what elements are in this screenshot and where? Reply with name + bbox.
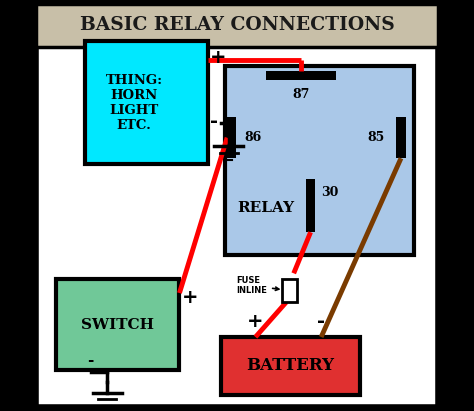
- Text: FUSE
INLINE: FUSE INLINE: [236, 276, 279, 296]
- Text: +: +: [210, 48, 227, 67]
- Bar: [266, 71, 336, 80]
- Bar: [85, 41, 208, 164]
- Text: SWITCH: SWITCH: [82, 318, 155, 332]
- Bar: [225, 66, 414, 255]
- Text: THING:
HORN
LIGHT
ETC.: THING: HORN LIGHT ETC.: [106, 74, 163, 132]
- Bar: [396, 117, 406, 158]
- Text: -: -: [317, 312, 325, 331]
- Text: +: +: [182, 288, 198, 307]
- Bar: [282, 279, 297, 302]
- Text: BATTERY: BATTERY: [246, 357, 335, 374]
- Text: 86: 86: [245, 131, 262, 144]
- Text: 30: 30: [321, 186, 338, 199]
- Text: RELAY: RELAY: [237, 201, 295, 215]
- Bar: [306, 179, 315, 232]
- Bar: [56, 279, 180, 370]
- Text: -: -: [210, 112, 219, 131]
- Bar: [220, 337, 360, 395]
- Bar: [227, 117, 236, 158]
- Text: BASIC RELAY CONNECTIONS: BASIC RELAY CONNECTIONS: [80, 16, 394, 35]
- Text: +: +: [247, 312, 264, 331]
- Text: -: -: [88, 353, 94, 368]
- Bar: [36, 4, 438, 47]
- Text: 87: 87: [292, 88, 310, 102]
- Text: 85: 85: [367, 131, 384, 144]
